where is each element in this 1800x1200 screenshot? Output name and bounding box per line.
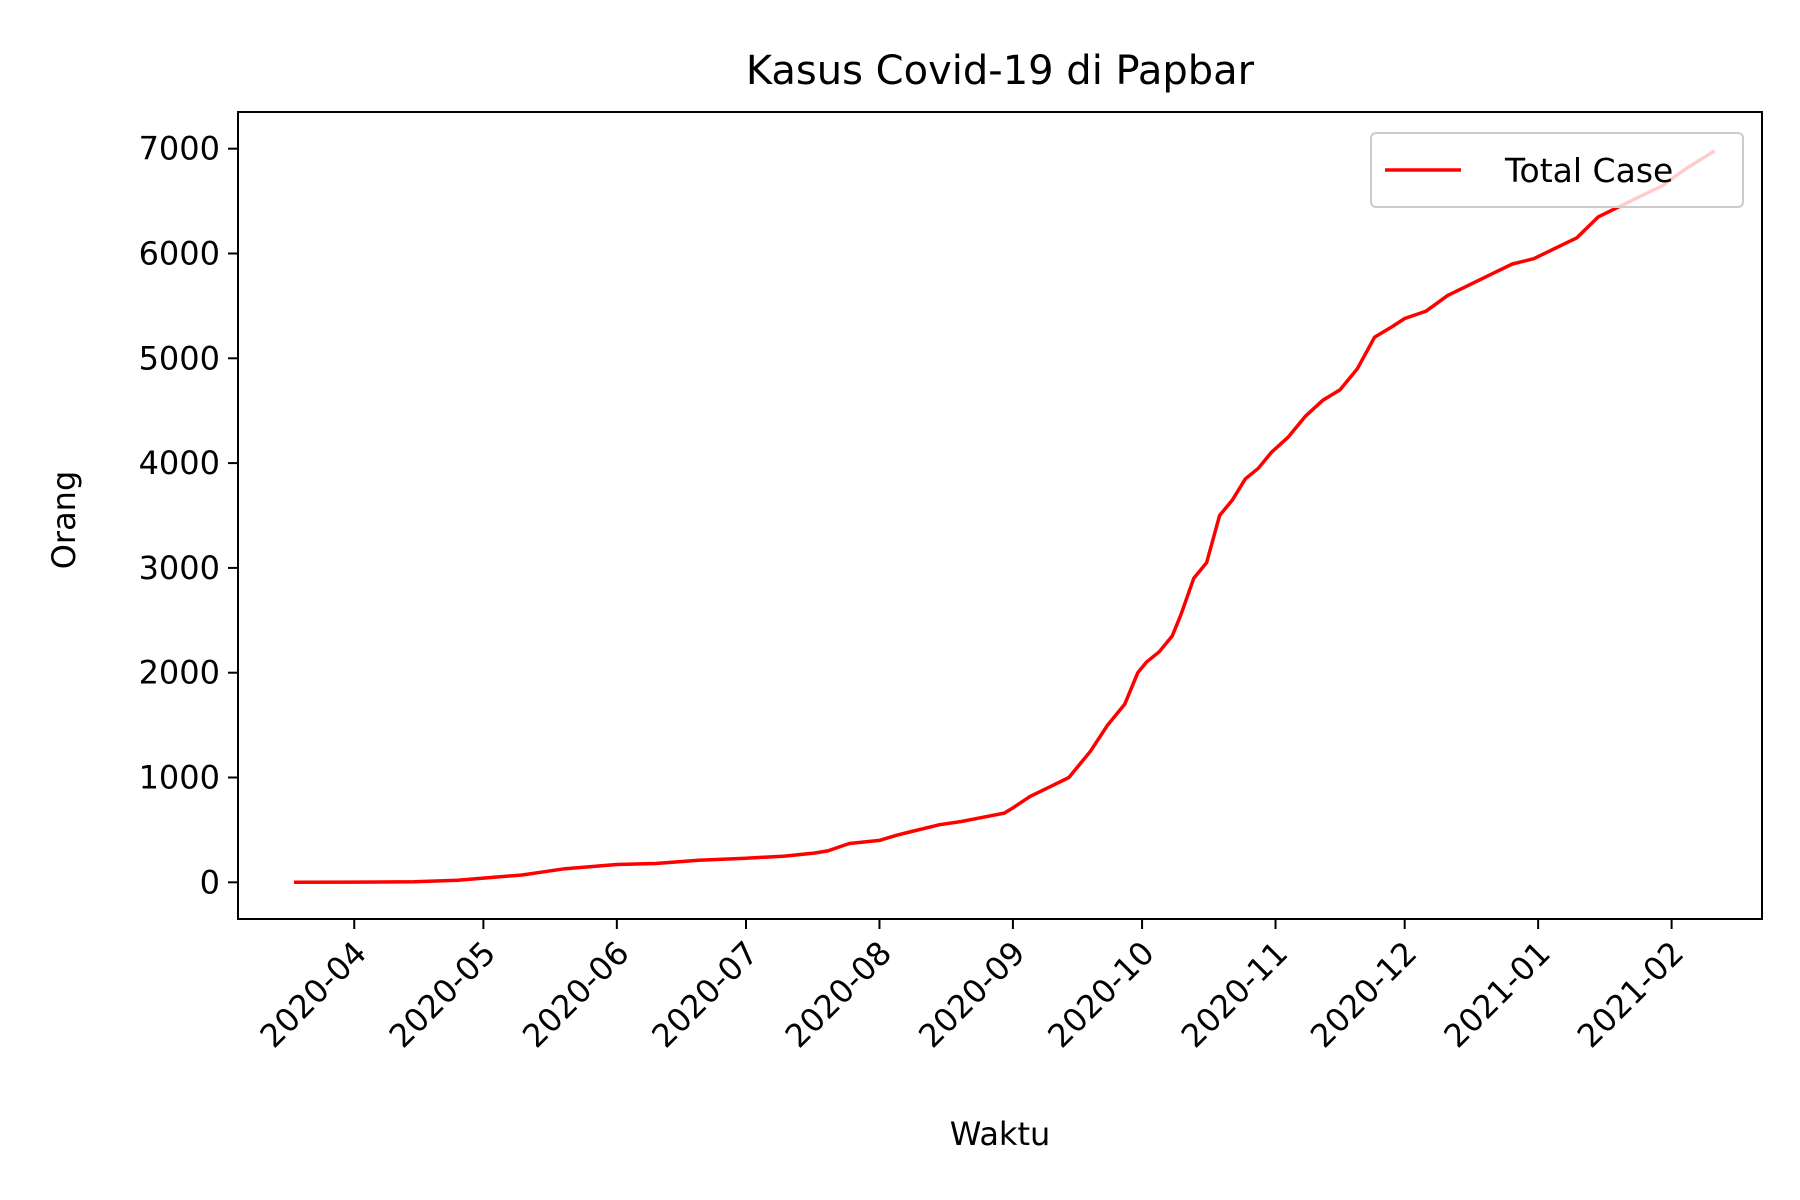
y-tick-label: 1000	[139, 759, 220, 797]
y-tick-label: 2000	[139, 654, 220, 692]
legend-label-total-case: Total Case	[1504, 151, 1673, 190]
chart-title: Kasus Covid-19 di Papbar	[746, 48, 1255, 94]
x-tick-label: 2021-02	[1570, 934, 1691, 1055]
x-tick-label: 2020-07	[644, 934, 765, 1055]
y-tick-label: 3000	[139, 549, 220, 587]
x-tick-label: 2020-04	[252, 934, 373, 1055]
y-tick-label: 0	[200, 863, 220, 901]
y-tick-label: 6000	[139, 234, 220, 272]
plot-frame	[237, 111, 1763, 920]
x-axis-title: Waktu	[950, 1115, 1051, 1153]
series-line-total-case	[293, 149, 1716, 885]
plot-area	[293, 149, 1716, 885]
y-tick-label: 5000	[139, 339, 220, 377]
x-tick-label: 2021-01	[1436, 934, 1557, 1055]
x-tick-label: 2020-08	[778, 934, 899, 1055]
y-axis-title: Orang	[45, 471, 83, 570]
x-tick-label: 2020-05	[382, 934, 503, 1055]
x-tick-label: 2020-09	[911, 934, 1032, 1055]
legend: Total Case	[1370, 132, 1744, 208]
x-tick-label: 2020-12	[1303, 934, 1424, 1055]
y-tick-label: 7000	[139, 130, 220, 168]
x-tick-label: 2020-10	[1040, 934, 1161, 1055]
x-tick-label: 2020-11	[1174, 934, 1295, 1055]
x-tick-label: 2020-06	[515, 934, 636, 1055]
legend-box	[1370, 132, 1744, 208]
y-tick-label: 4000	[139, 444, 220, 482]
